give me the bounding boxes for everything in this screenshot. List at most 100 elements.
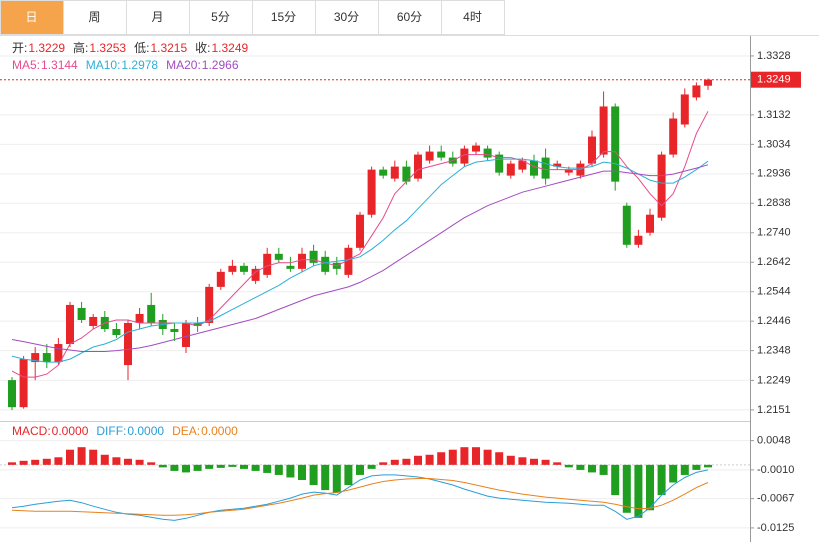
macd-bar: [576, 464, 585, 470]
legend-text: MA10:: [86, 58, 121, 72]
macd-bar: [390, 459, 399, 465]
tab[interactable]: [252, 0, 316, 35]
macd-bar: [147, 462, 156, 465]
macd-bar: [692, 464, 701, 470]
tab-label[interactable]: 30分: [334, 10, 359, 24]
tab[interactable]: [315, 0, 379, 35]
y-tick-label: 1.2151: [757, 404, 791, 416]
tab[interactable]: [189, 0, 253, 35]
legend-text: MACD:: [12, 424, 51, 438]
legend-text: 高:: [73, 40, 88, 55]
candle-body: [263, 253, 272, 275]
candle-body: [251, 268, 260, 281]
macd-bar: [263, 464, 272, 473]
legend-text: 开:: [12, 41, 27, 55]
tab-label[interactable]: 4时: [463, 10, 482, 24]
macd-bar: [216, 464, 225, 468]
candle-body: [286, 265, 295, 269]
candle-body: [704, 79, 712, 86]
macd-bar: [193, 464, 202, 471]
macd-bar: [135, 459, 144, 465]
tab-label[interactable]: 60分: [397, 10, 422, 24]
macd-bar: [704, 464, 712, 468]
candle-body: [530, 160, 538, 176]
macd-bar: [669, 464, 678, 483]
macd-bar: [298, 464, 306, 480]
tab[interactable]: [441, 0, 505, 35]
macd-bar: [611, 464, 620, 496]
candle-body: [147, 304, 156, 323]
candle-body: [564, 169, 573, 173]
macd-bar: [680, 464, 689, 475]
legend-text: 1.3253: [89, 41, 126, 55]
tab-label[interactable]: 5分: [211, 10, 230, 24]
y-tick-label: 1.2544: [757, 286, 791, 298]
candle-body: [460, 148, 469, 164]
macd-bar: [205, 464, 214, 469]
tab-label[interactable]: 15分: [271, 10, 296, 24]
candle-body: [54, 344, 63, 363]
macd-bar: [100, 454, 109, 465]
y-tick-label: -0.0125: [757, 522, 794, 534]
candle-body: [112, 328, 121, 336]
legend-text: 1.3249: [211, 41, 248, 55]
candle-body: [518, 160, 527, 170]
legend-text: DIFF:: [96, 424, 126, 438]
candle-body: [216, 271, 225, 287]
ma-line: [11, 111, 709, 378]
candle-body: [124, 322, 132, 366]
last-price-label: 1.3249: [757, 74, 791, 86]
candle-body: [506, 163, 515, 176]
candle-body: [437, 151, 446, 158]
macd-bar: [518, 457, 527, 465]
legend-text: 0.0000: [127, 424, 164, 438]
candle-body: [344, 247, 353, 275]
tab-label[interactable]: 月: [151, 10, 163, 24]
candle-body: [541, 157, 550, 179]
candle-body: [356, 214, 364, 248]
candle-body: [77, 307, 86, 320]
macd-bar: [483, 449, 492, 465]
candle-body: [182, 322, 190, 348]
y-tick-label: -0.0010: [757, 464, 794, 476]
tab-label[interactable]: 日: [25, 10, 37, 24]
y-tick-label: 1.3328: [757, 50, 791, 62]
candle-body: [472, 145, 480, 152]
tab[interactable]: [378, 0, 442, 35]
candle-body: [634, 235, 643, 245]
macd-bar: [530, 458, 538, 465]
y-tick-label: 1.2348: [757, 345, 791, 357]
candle-body: [298, 253, 306, 269]
candle-body: [553, 163, 562, 167]
candle-body: [669, 118, 678, 155]
macd-bar: [309, 464, 318, 486]
candle-body: [680, 94, 689, 125]
y-tick-label: -0.0067: [757, 493, 794, 505]
macd-bar: [437, 452, 446, 465]
candle-body: [414, 154, 422, 179]
candle-body: [425, 151, 434, 161]
macd-bar: [402, 458, 411, 465]
macd-bar: [472, 447, 480, 465]
macd-bar: [599, 464, 608, 475]
macd-bar: [553, 462, 562, 465]
candle-body: [31, 353, 40, 363]
macd-bar: [124, 458, 132, 465]
candle-body: [495, 154, 504, 173]
candle-body: [657, 154, 666, 218]
y-tick-label: 1.2936: [757, 168, 791, 180]
macd-bar: [77, 447, 86, 465]
candle-body: [66, 304, 74, 345]
y-tick-label: 1.2740: [757, 227, 791, 239]
candle-body: [367, 169, 376, 215]
candle-body: [390, 166, 399, 179]
macd-bar: [646, 464, 654, 511]
tab[interactable]: [0, 0, 64, 35]
candle-body: [309, 250, 318, 263]
legend-text: 低:: [134, 41, 149, 55]
macd-bar: [274, 464, 283, 475]
tab-label[interactable]: 周: [88, 10, 100, 24]
macd-bar: [564, 464, 573, 468]
macd-bar: [448, 449, 457, 465]
